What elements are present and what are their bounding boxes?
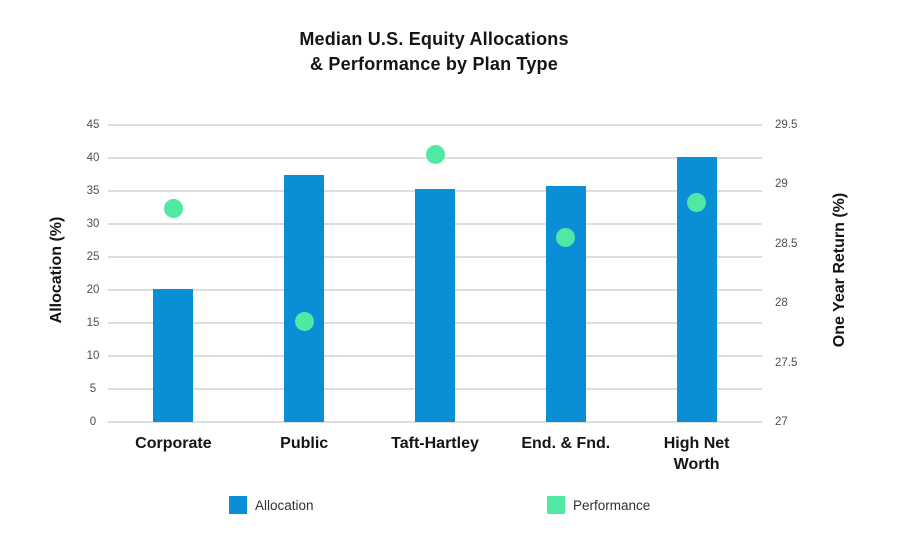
y-tick-right-27: 27 [775, 416, 788, 428]
x-label-taft-hartley: Taft-Hartley [391, 435, 479, 452]
legend-label-performance: Performance [573, 497, 651, 513]
point-taft-hartley [425, 145, 445, 165]
chart-title-line-2: & Performance by Plan Type [310, 54, 558, 74]
bar-public [284, 174, 325, 422]
left-axis-title: Allocation (%) [48, 216, 65, 324]
x-label-corporate: Corporate [135, 435, 212, 452]
point-end-fnd [556, 228, 576, 248]
gridline-45 [108, 124, 762, 126]
y-tick-left-25: 25 [86, 251, 100, 263]
bar-corporate [153, 288, 194, 422]
gridline-0 [108, 421, 762, 423]
y-tick-left-35: 35 [86, 185, 100, 197]
point-high-net-worth [687, 192, 707, 212]
y-tick-right-28.5: 28.5 [775, 237, 798, 250]
legend-item-allocation: Allocation [229, 496, 314, 514]
chart-title-line-1: Median U.S. Equity Allocations [299, 29, 569, 49]
allocation-swatch-icon [229, 496, 247, 514]
legend-label-allocation: Allocation [255, 497, 314, 513]
y-tick-right-29.5: 29.5 [775, 119, 798, 131]
bar-end-fnd [545, 185, 586, 422]
y-tick-left-30: 30 [86, 218, 100, 230]
y-tick-left-40: 40 [86, 152, 100, 164]
plot-area [108, 124, 762, 423]
right-axis-title: One Year Return (%) [831, 192, 848, 348]
y-tick-right-27.5: 27.5 [775, 356, 798, 369]
point-public [294, 311, 314, 331]
performance-swatch-icon [547, 496, 565, 514]
bar-taft-hartley [415, 189, 455, 422]
y-tick-left-10: 10 [86, 350, 100, 362]
point-corporate [163, 198, 183, 218]
y-tick-right-29: 29 [775, 178, 788, 191]
legend-item-performance: Performance [547, 496, 650, 514]
y-tick-left-5: 5 [89, 383, 97, 395]
x-label-high-net-worth: High Net Worth [663, 435, 730, 473]
y-tick-left-45: 45 [86, 119, 100, 131]
y-tick-left-0: 0 [89, 416, 97, 428]
y-tick-right-28: 28 [775, 297, 788, 310]
y-tick-left-15: 15 [86, 317, 100, 329]
y-tick-left-20: 20 [86, 284, 100, 296]
x-label-end-fnd: End. & Fnd. [521, 435, 611, 452]
x-label-public: Public [280, 435, 329, 452]
chart-title: Median U.S. Equity Allocations & Perform… [0, 27, 868, 77]
